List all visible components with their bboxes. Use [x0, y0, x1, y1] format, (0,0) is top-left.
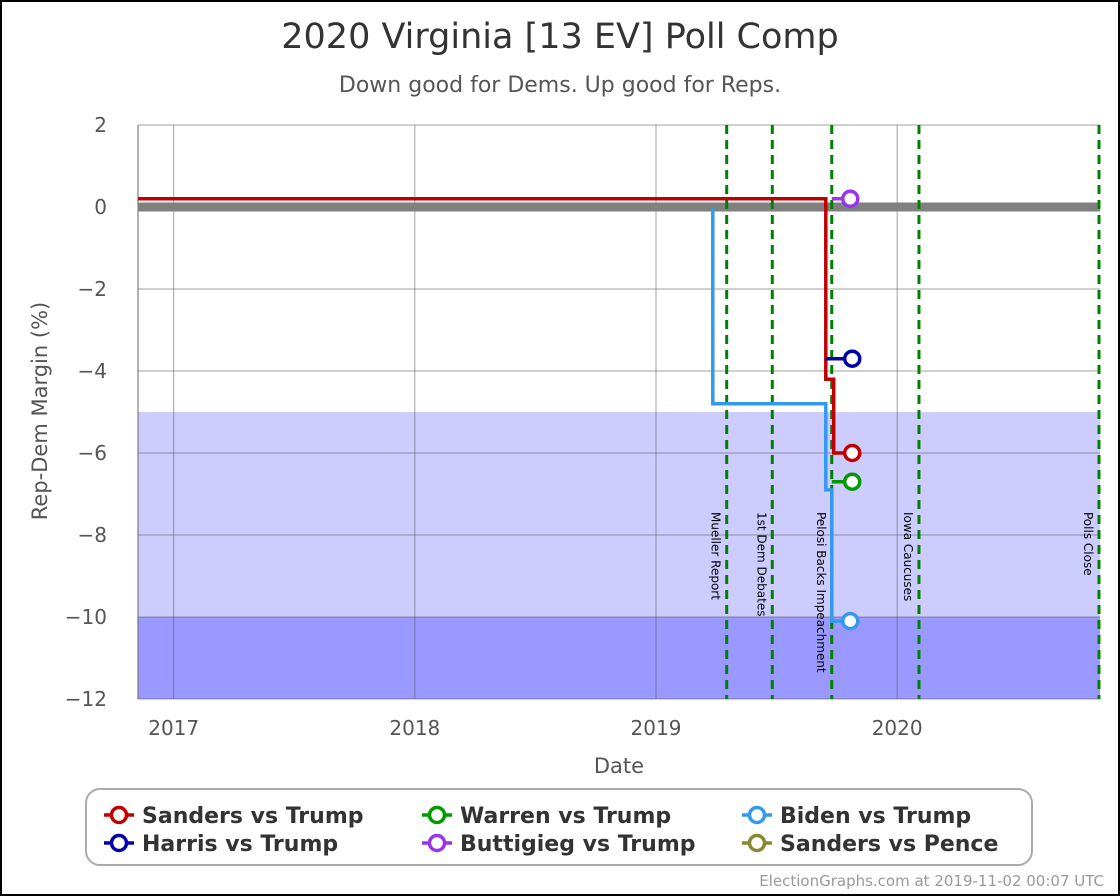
y-axis-ticks: 2 0 −2 −4 −6 −8 −10 −12 — [65, 113, 107, 711]
y-axis-label: Rep-Dem Margin (%) — [28, 302, 52, 520]
legend-item: Warren vs Trump — [422, 804, 671, 829]
y-tick-label: −12 — [65, 687, 107, 711]
series-end-point — [841, 189, 860, 209]
legend-label: Biden vs Trump — [780, 804, 971, 829]
legend-swatch-marker — [747, 805, 767, 825]
legend-swatch-marker — [747, 833, 767, 853]
y-tick-label: −6 — [78, 441, 107, 465]
y-tick-label: 2 — [94, 113, 107, 137]
event-label: Mueller Report — [709, 512, 723, 600]
legend-swatch-marker — [109, 833, 129, 853]
legend-item: Sanders vs Trump — [104, 804, 364, 829]
x-tick-label: 2019 — [631, 716, 682, 740]
legend-swatch-marker — [427, 833, 447, 853]
y-tick-label: −4 — [78, 359, 107, 383]
margin-bands — [138, 412, 1100, 699]
legend-item: Harris vs Trump — [104, 832, 338, 857]
y-tick-label: −8 — [78, 523, 107, 547]
event-label: Iowa Caucuses — [901, 512, 915, 601]
band-1 — [138, 617, 1100, 699]
x-tick-label: 2020 — [872, 716, 923, 740]
y-tick-label: −10 — [65, 605, 107, 629]
legend-swatch-marker — [427, 805, 447, 825]
legend-label: Sanders vs Pence — [780, 832, 998, 857]
legend-item: Biden vs Trump — [742, 804, 971, 829]
series-line — [138, 197, 853, 455]
x-tick-label: 2018 — [389, 716, 440, 740]
series-end-point — [842, 349, 862, 368]
legend-label: Warren vs Trump — [460, 804, 671, 829]
series-lines — [138, 189, 862, 631]
x-axis-label: Date — [594, 754, 644, 778]
x-tick-label: 2017 — [148, 716, 199, 740]
series-end-point — [841, 611, 860, 631]
x-axis-ticks: 2017 2018 2019 2020 — [148, 716, 922, 740]
legend: Sanders vs Trump Warren vs Trump Biden vs … — [85, 788, 1033, 866]
credit-text: ElectionGraphs.com at 2019-11-02 00:07 U… — [759, 872, 1104, 890]
y-tick-label: 0 — [94, 195, 107, 219]
event-markers: Mueller Report 1st Dem Debates Pelosi Back… — [709, 125, 1101, 699]
event-label: 1st Dem Debates — [754, 512, 768, 616]
legend-label: Sanders vs Trump — [142, 804, 364, 829]
series-line — [711, 207, 851, 623]
chart-subtitle: Down good for Dems. Up good for Reps. — [339, 73, 781, 98]
event-label: Pelosi Backs Impeachment — [814, 512, 828, 673]
legend-item: Buttigieg vs Trump — [422, 832, 696, 857]
legend-label: Buttigieg vs Trump — [460, 832, 696, 857]
legend-label: Harris vs Trump — [142, 832, 338, 857]
y-tick-label: −2 — [78, 277, 107, 301]
chart-title: 2020 Virginia [13 EV] Poll Comp — [281, 17, 838, 57]
band-0 — [138, 412, 1100, 617]
series-end-point — [842, 443, 862, 463]
series-end-point — [842, 472, 862, 491]
gridlines — [137, 124, 1100, 700]
event-label: Polls Close — [1081, 512, 1095, 576]
legend-swatch-marker — [109, 805, 129, 825]
legend-item: Sanders vs Pence — [742, 832, 998, 857]
